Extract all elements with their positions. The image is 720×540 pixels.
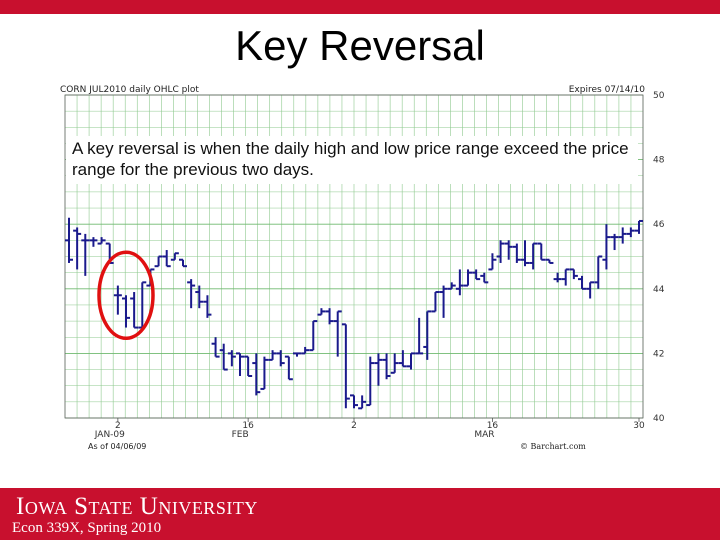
ohlc-bar	[569, 268, 578, 280]
ohlc-bar	[89, 237, 98, 247]
chart-source: © Barchart.com	[520, 442, 586, 450]
ohlc-bar	[227, 350, 236, 367]
definition-callout: A key reversal is when the daily high an…	[66, 136, 638, 184]
ohlc-bar	[309, 320, 318, 352]
y-tick-label: 420	[653, 349, 665, 359]
ohlc-bar	[195, 285, 204, 309]
ohlc-bar	[415, 317, 424, 355]
ohlc-bar	[472, 269, 481, 281]
ohlc-bar	[260, 356, 269, 390]
ohlc-bar	[244, 355, 253, 378]
ohlc-bar	[398, 350, 407, 368]
ohlc-bar	[268, 350, 277, 361]
ohlc-bar	[65, 217, 73, 263]
ohlc-bar	[423, 310, 432, 360]
ohlc-bar	[407, 352, 415, 370]
ohlc-bar	[252, 353, 261, 396]
chart-header-right: Expires 07/14/10	[569, 85, 646, 95]
ohlc-bar	[382, 353, 391, 380]
ohlc-bar	[358, 395, 367, 410]
footer-bar	[0, 488, 720, 540]
ohlc-bar	[333, 310, 342, 357]
ohlc-bar	[350, 394, 358, 409]
x-tick-label: 2	[115, 421, 121, 431]
top-accent-bar	[0, 0, 720, 14]
x-tick-label: 30	[633, 421, 645, 431]
course-label: Econ 339X, Spring 2010	[12, 520, 162, 536]
ohlc-bar	[635, 219, 643, 234]
ohlc-bar	[219, 343, 228, 371]
ohlc-bar	[464, 269, 472, 287]
y-tick-label: 500	[653, 91, 665, 101]
ohlc-bar	[447, 282, 456, 290]
ohlc-bar	[73, 227, 82, 270]
ohlc-bar	[179, 258, 187, 268]
ohlc-bar	[81, 233, 90, 276]
y-tick-label: 480	[653, 156, 665, 166]
ohlc-bar	[618, 227, 627, 244]
ohlc-bar	[512, 243, 521, 263]
ohlc-bar	[431, 291, 440, 313]
y-tick-label: 440	[653, 285, 665, 295]
ohlc-bar	[578, 275, 586, 290]
ohlc-bar	[97, 237, 106, 245]
y-tick-label: 460	[653, 220, 665, 230]
x-tick-label: 2	[351, 421, 357, 431]
ohlc-bar	[455, 269, 464, 296]
ohlc-bar	[537, 242, 546, 261]
x-tick-month-label: JAN-09	[94, 430, 125, 440]
ohlc-bar	[366, 356, 375, 407]
ohlc-bar	[480, 272, 489, 284]
ohlc-bar	[236, 352, 244, 377]
chart-asof-note: As of 04/06/09	[88, 442, 146, 450]
ohlc-bar	[341, 323, 350, 409]
ohlc-bar	[586, 281, 595, 299]
ohlc-bar	[170, 252, 179, 261]
ohlc-bar	[293, 352, 301, 357]
slide-title: Key Reversal	[235, 22, 485, 69]
ohlc-bar	[529, 242, 538, 270]
ohlc-bar	[553, 272, 562, 283]
ohlc-bar	[602, 224, 611, 270]
ohlc-bar	[162, 250, 171, 268]
price-bars	[65, 217, 643, 410]
key-reversal-highlight-circle	[97, 250, 155, 341]
ohlc-bar	[113, 285, 122, 315]
ohlc-bar	[545, 258, 554, 264]
ohlc-bar	[374, 353, 383, 386]
x-tick-month-label: FEB	[232, 430, 249, 440]
ohlc-bar	[610, 233, 619, 251]
ohlc-bar	[626, 227, 635, 238]
x-tick-month-label: MAR	[474, 430, 494, 440]
chart-header-left: CORN JUL2010 daily OHLC plot	[60, 85, 199, 95]
ohlc-bar	[130, 292, 139, 329]
ohlc-bar	[521, 240, 529, 267]
ohlc-bar	[504, 240, 513, 260]
ohlc-bar	[203, 295, 212, 318]
ohlc-bar	[594, 255, 603, 289]
ohlc-bar	[301, 346, 310, 355]
ohlc-bar	[276, 350, 285, 367]
ohlc-bar	[561, 268, 570, 286]
ohlc-bar	[211, 337, 220, 358]
university-name: Iowa State University	[16, 493, 258, 520]
ohlc-bar	[187, 279, 196, 309]
ohlc-bar	[122, 295, 130, 328]
ohlc-bar	[325, 308, 334, 325]
x-tick-label: 16	[487, 421, 499, 431]
y-tick-label: 400	[653, 414, 665, 424]
ohlc-bar	[439, 285, 448, 318]
axis-labels: 4004204404604805002JAN-0916FEB216MAR3013…	[94, 91, 665, 440]
ohlc-bar	[390, 353, 399, 374]
ohlc-bar	[496, 240, 505, 263]
ohlc-bar	[284, 355, 293, 381]
ohlc-bar	[154, 255, 163, 268]
ohlc-bar	[488, 253, 497, 271]
ohlc-bar	[317, 308, 326, 316]
ohlc-chart: 4004204404604805002JAN-0916FEB216MAR3013…	[55, 78, 665, 450]
ohlc-bar	[138, 281, 147, 329]
x-tick-label: 16	[242, 421, 254, 431]
